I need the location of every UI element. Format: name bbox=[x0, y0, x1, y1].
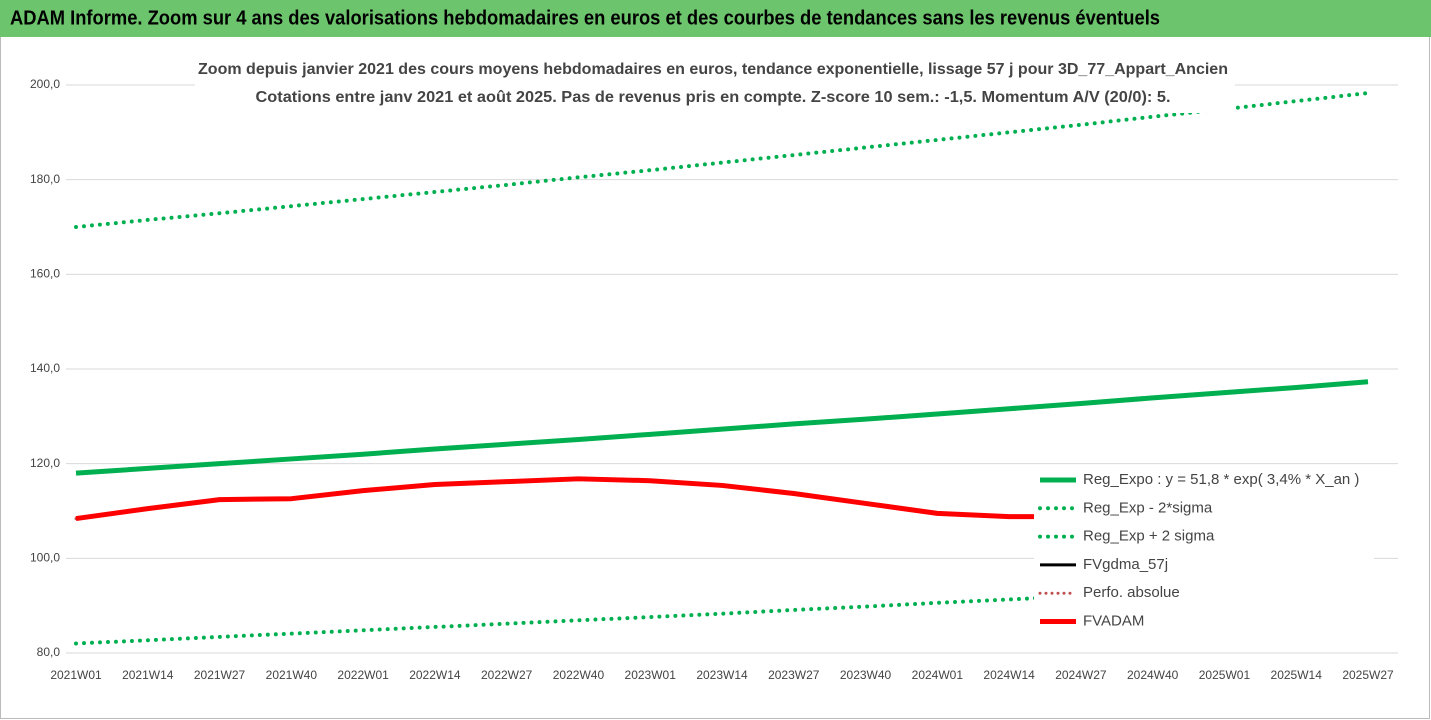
x-tick-label: 2025W27 bbox=[1342, 668, 1394, 682]
subtitle: Cotations entre janv 2021 et août 2025. … bbox=[256, 89, 1171, 106]
legend: Reg_Expo : y = 51,8 * exp( 3,4% * X_an )… bbox=[1034, 466, 1374, 638]
x-tick-label: 2025W01 bbox=[1199, 668, 1251, 682]
legend-bg bbox=[1034, 466, 1374, 638]
y-tick-label: 200,0 bbox=[30, 77, 60, 91]
x-tick-label: 2022W27 bbox=[481, 668, 533, 682]
x-tick-label: 2023W27 bbox=[768, 668, 820, 682]
x-tick-label: 2023W14 bbox=[696, 668, 748, 682]
series-line bbox=[75, 379, 1369, 476]
y-tick-label: 120,0 bbox=[30, 456, 60, 470]
series-line bbox=[74, 578, 1370, 646]
x-tick-label: 2021W14 bbox=[122, 668, 174, 682]
x-tick-label: 2024W01 bbox=[912, 668, 964, 682]
x-tick-label: 2021W01 bbox=[50, 668, 102, 682]
plot: 80,0 100,0 120,0 140,0 160,0 180,0 200,0 2021W0… bbox=[30, 77, 1398, 682]
y-tick-label: 100,0 bbox=[30, 551, 60, 565]
legend-label: FVgdma_57j bbox=[1083, 556, 1168, 573]
x-tick-label: 2022W14 bbox=[409, 668, 461, 682]
subtitle-bg bbox=[195, 58, 1235, 113]
y-tick-label: 80,0 bbox=[37, 645, 61, 659]
legend-label: Perfo. absolue bbox=[1083, 584, 1180, 601]
series-line bbox=[74, 91, 1370, 229]
x-tick-label: 2024W40 bbox=[1127, 668, 1179, 682]
y-tick-label: 140,0 bbox=[30, 361, 60, 375]
header-bar bbox=[0, 0, 1431, 37]
legend-label: Reg_Exp - 2*sigma bbox=[1083, 499, 1213, 516]
y-tick-label: 180,0 bbox=[30, 172, 60, 186]
legend-label: FVADAM bbox=[1083, 612, 1144, 629]
legend-label: Reg_Exp + 2 sigma bbox=[1083, 528, 1215, 545]
y-tick-label: 160,0 bbox=[30, 267, 60, 281]
x-tick-label: 2023W01 bbox=[625, 668, 677, 682]
x-tick-label: 2021W40 bbox=[266, 668, 318, 682]
legend-label: Reg_Expo : y = 51,8 * exp( 3,4% * X_an ) bbox=[1083, 471, 1359, 488]
header-title: ADAM Informe. Zoom sur 4 ans des valoris… bbox=[10, 7, 1160, 29]
subtitle: Zoom depuis janvier 2021 des cours moyen… bbox=[198, 61, 1228, 78]
x-tick-label: 2025W14 bbox=[1271, 668, 1323, 682]
x-tick-label: 2023W40 bbox=[840, 668, 892, 682]
x-tick-label: 2022W01 bbox=[337, 668, 389, 682]
x-tick-label: 2024W14 bbox=[983, 668, 1035, 682]
x-tick-label: 2024W27 bbox=[1055, 668, 1107, 682]
x-tick-label: 2022W40 bbox=[553, 668, 605, 682]
x-tick-label: 2021W27 bbox=[194, 668, 246, 682]
